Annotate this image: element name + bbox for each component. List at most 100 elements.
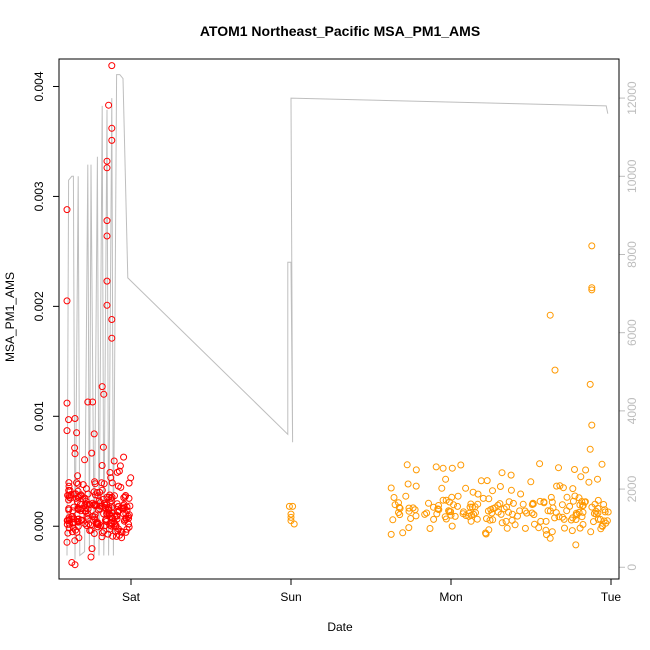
data-point — [91, 478, 99, 486]
data-point — [100, 480, 108, 488]
data-point — [117, 504, 125, 512]
data-point — [399, 529, 407, 537]
data-point — [412, 512, 420, 520]
data-point — [113, 511, 121, 519]
data-point — [435, 502, 442, 509]
data-point — [111, 492, 118, 500]
y2-tick-label: 8000 — [625, 241, 639, 268]
data-point — [63, 297, 71, 305]
data-point — [572, 541, 580, 549]
data-point — [585, 478, 593, 486]
data-point — [540, 499, 548, 507]
data-point — [544, 507, 552, 515]
data-point — [439, 496, 447, 504]
data-point — [548, 498, 556, 506]
data-point — [108, 522, 115, 530]
data-point — [571, 466, 578, 473]
data-point — [387, 484, 395, 492]
data-point — [445, 508, 453, 516]
data-point — [604, 508, 612, 516]
data-point — [421, 510, 429, 518]
data-point — [74, 522, 82, 530]
data-point — [100, 527, 108, 535]
data-point — [90, 430, 98, 438]
data-point — [89, 398, 97, 406]
data-point — [569, 514, 577, 522]
data-point — [442, 515, 450, 523]
data-point — [90, 501, 98, 509]
data-point — [287, 510, 295, 518]
data-point — [489, 487, 496, 495]
data-point — [582, 466, 590, 474]
data-point — [496, 500, 504, 508]
data-point — [74, 506, 82, 514]
data-point — [108, 136, 116, 144]
data-point — [556, 482, 564, 490]
y-tick-label: 0.000 — [32, 511, 46, 541]
data-point — [555, 464, 562, 472]
data-point — [535, 524, 543, 532]
data-point — [108, 62, 116, 70]
data-point — [71, 450, 79, 458]
data-point — [528, 509, 536, 517]
data-point — [439, 464, 447, 472]
data-point — [559, 484, 567, 492]
data-point — [98, 383, 106, 391]
data-point — [523, 509, 531, 517]
data-point — [588, 286, 596, 294]
data-point — [412, 482, 420, 490]
data-point — [405, 504, 413, 512]
data-point — [434, 505, 442, 513]
data-point — [472, 509, 479, 517]
data-point — [542, 517, 550, 525]
data-point — [88, 545, 96, 553]
data-point — [65, 482, 73, 490]
data-point — [552, 509, 560, 517]
y2-tick-label: 12000 — [625, 81, 639, 115]
data-point — [116, 462, 124, 470]
data-point — [387, 530, 395, 538]
data-point — [517, 490, 525, 498]
y2-tick-label: 4000 — [625, 397, 639, 424]
data-point — [486, 516, 494, 524]
data-point — [108, 316, 116, 323]
data-point — [108, 334, 116, 342]
data-point — [457, 461, 465, 469]
data-point — [454, 492, 462, 500]
data-point — [601, 508, 609, 516]
data-point — [483, 515, 490, 523]
data-point — [435, 506, 443, 514]
data-point — [65, 416, 73, 424]
data-point — [395, 509, 402, 516]
data-point — [543, 531, 550, 539]
data-point — [74, 518, 82, 526]
data-point — [423, 509, 431, 517]
data-point — [529, 499, 537, 507]
y-tick-label: 0.002 — [32, 291, 46, 321]
data-point — [569, 485, 577, 493]
data-point — [547, 493, 555, 501]
data-point — [85, 501, 93, 508]
data-point — [122, 510, 130, 518]
data-point — [81, 456, 89, 464]
data-point — [454, 502, 461, 510]
data-point — [75, 534, 83, 542]
data-point — [409, 504, 417, 512]
data-point — [107, 474, 115, 482]
data-point — [65, 517, 73, 525]
data-point — [578, 498, 586, 505]
data-point — [73, 479, 80, 487]
data-point — [521, 524, 529, 532]
data-point — [390, 494, 398, 501]
data-point — [103, 232, 111, 240]
y-tick-label: 0.001 — [32, 401, 46, 431]
data-point — [509, 499, 517, 507]
data-point — [84, 514, 92, 522]
y-tick-label: 0.003 — [32, 181, 46, 211]
data-point — [65, 479, 73, 487]
data-point — [68, 528, 76, 536]
data-point — [442, 496, 450, 504]
data-point — [111, 527, 119, 535]
data-point — [590, 510, 598, 517]
data-point — [105, 101, 113, 109]
